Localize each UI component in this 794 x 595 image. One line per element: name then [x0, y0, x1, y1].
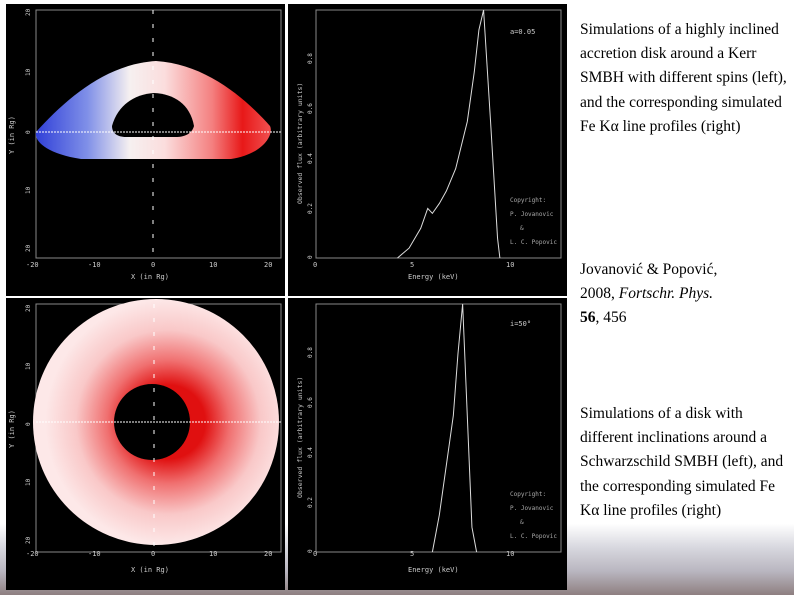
bottom-line-panel: i=50° Copyright: P. Jovanovic & L. C. Po…	[288, 298, 567, 590]
top-disk-xtick-2: -10	[88, 261, 101, 269]
top-disk-ytick-4: 10	[25, 186, 32, 194]
top-line-svg: a=0.05 Copyright: P. Jovanovic & L. C. P…	[296, 9, 562, 281]
top-disk-shadow	[112, 93, 194, 137]
bottom-disk-panel: -20 -10 0 10 20 X (in Rg) Y (in Rg) 20 1…	[6, 298, 285, 590]
bottom-line-xtick-1: 0	[313, 550, 317, 558]
top-line-ytick-5: 0.8	[307, 53, 314, 64]
top-disk-ylabel: Y (in Rg)	[8, 116, 16, 154]
top-line-xtick-1: 0	[313, 261, 317, 269]
top-copyright-3: &	[520, 225, 524, 232]
top-line-ytick-2: 0.2	[307, 203, 314, 214]
bottom-line-ytick-4: 0.6	[307, 397, 314, 408]
bottom-disk-xtick-2: -10	[88, 550, 101, 558]
reference-journal: Fortschr. Phys.	[618, 285, 714, 303]
top-disk-svg: -20 -10 0 10 20 X (in Rg) Y (in Rg) 20 1…	[8, 8, 282, 281]
top-line-legend: a=0.05	[510, 28, 535, 36]
top-disk-ytick-1: 20	[25, 8, 32, 16]
reference-year: 2008,	[580, 285, 615, 303]
bottom-line-legend: i=50°	[510, 320, 531, 328]
bottom-line-ylabel: Observed flux (arbitrary units)	[296, 377, 304, 498]
bottom-copyright-3: &	[520, 519, 524, 526]
top-copyright-2: P. Jovanovic	[510, 211, 554, 218]
top-line-ytick-1: 0	[307, 255, 314, 259]
reference-authors: Jovanović & Popović,	[580, 261, 718, 278]
bottom-line-ytick-1: 0	[307, 549, 314, 553]
top-line-xlabel: Energy (keV)	[408, 273, 459, 281]
top-line-ylabel: Observed flux (arbitrary units)	[296, 83, 304, 204]
top-line-panel: a=0.05 Copyright: P. Jovanovic & L. C. P…	[288, 4, 567, 296]
bottom-line-xlabel: Energy (keV)	[408, 566, 459, 574]
top-line-xtick-3: 10	[506, 261, 514, 269]
bottom-disk-xtick-5: 20	[264, 550, 272, 558]
top-line-frame	[315, 9, 562, 259]
bottom-line-series	[431, 303, 478, 553]
bottom-disk-ytick-1: 20	[25, 304, 32, 312]
bottom-disk-xtick-4: 10	[209, 550, 217, 558]
bottom-line-ytick-2: 0.2	[307, 497, 314, 508]
reference-volume: 56	[580, 309, 596, 327]
bottom-disk-svg: -20 -10 0 10 20 X (in Rg) Y (in Rg) 20 1…	[8, 299, 282, 574]
top-disk-panel: -20 -10 0 10 20 X (in Rg) Y (in Rg) 20 1…	[6, 4, 285, 296]
top-disk-xtick-5: 20	[264, 261, 272, 269]
caption-top: Simulations of a highly inclined accreti…	[580, 21, 787, 135]
bottom-line-ytick-3: 0.4	[307, 447, 314, 458]
bottom-copyright-4: L. C. Popovic	[510, 533, 557, 540]
bottom-line-frame	[315, 303, 562, 553]
bottom-disk-ytick-4: 10	[25, 478, 32, 486]
top-line-ytick-3: 0.4	[307, 153, 314, 164]
bottom-line-svg: i=50° Copyright: P. Jovanovic & L. C. Po…	[296, 303, 562, 574]
top-copyright-4: L. C. Popovic	[510, 239, 557, 246]
top-line-xtick-2: 5	[410, 261, 414, 269]
top-disk-ytick-3: 0	[25, 130, 32, 134]
top-disk-xtick-4: 10	[209, 261, 217, 269]
bottom-disk-ylabel: Y (in Rg)	[8, 410, 16, 448]
bottom-line-ytick-5: 0.8	[307, 347, 314, 358]
bottom-line-xtick-2: 5	[410, 550, 414, 558]
top-disk-ytick-2: 10	[25, 68, 32, 76]
bottom-disk-xlabel: X (in Rg)	[131, 566, 169, 574]
bottom-disk-ytick-2: 10	[25, 362, 32, 370]
bottom-copyright-2: P. Jovanovic	[510, 505, 554, 512]
caption-bottom: Simulations of a disk with different inc…	[580, 405, 784, 519]
bottom-disk-xtick-1: -20	[26, 550, 39, 558]
top-copyright-1: Copyright:	[510, 197, 546, 204]
top-disk-xtick-3: 0	[151, 261, 155, 269]
reference-pages: , 456	[595, 309, 627, 327]
bottom-disk-xtick-3: 0	[151, 550, 155, 558]
caption-reference: Jovanović & Popović, 2008, Fortschr. Phy…	[580, 258, 792, 331]
top-disk-xlabel: X (in Rg)	[131, 273, 169, 281]
bottom-disk-ytick-5: 20	[25, 536, 32, 544]
bottom-line-xtick-3: 10	[506, 550, 514, 558]
top-line-ytick-4: 0.6	[307, 103, 314, 114]
top-line-series	[397, 9, 501, 259]
bottom-disk-ytick-3: 0	[25, 422, 32, 426]
bottom-copyright-1: Copyright:	[510, 491, 546, 498]
top-disk-xtick-1: -20	[26, 261, 39, 269]
top-disk-ytick-5: 20	[25, 244, 32, 252]
